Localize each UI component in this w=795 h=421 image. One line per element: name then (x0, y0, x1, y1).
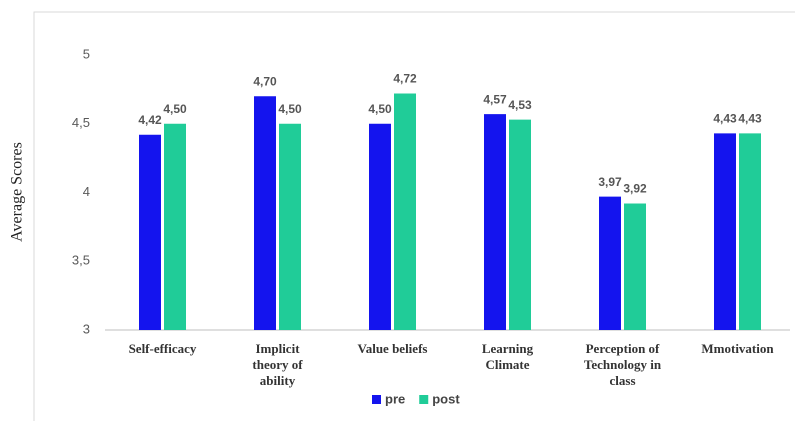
value-label: 4,57 (483, 92, 507, 106)
legend-swatch (419, 395, 429, 404)
value-label: 4,72 (393, 72, 417, 86)
x-tick-label: Perception of Technology in class (584, 341, 662, 388)
value-label: 4,43 (713, 112, 737, 126)
y-tick-label: 5 (83, 46, 90, 61)
bar (509, 119, 531, 330)
value-label: 4,50 (368, 102, 392, 116)
x-tick-label: Value beliefs (358, 341, 428, 356)
legend-label: post (432, 391, 460, 406)
x-tick-label: Learning Climate (482, 341, 534, 372)
y-tick-label: 3,5 (72, 253, 90, 268)
bar (599, 196, 621, 330)
bar (714, 133, 736, 330)
x-tick-label: Mmotivation (701, 341, 774, 356)
bar (369, 123, 391, 330)
value-label: 4,50 (163, 102, 187, 116)
bar (279, 123, 301, 330)
legend-swatch (372, 395, 381, 404)
chart-frame (33, 11, 795, 421)
bar (139, 134, 161, 330)
value-label: 4,42 (138, 113, 162, 127)
bar (254, 96, 276, 330)
bar (394, 93, 416, 330)
y-tick-label: 4 (83, 184, 90, 199)
bar (164, 123, 186, 330)
value-label: 3,97 (598, 175, 622, 189)
value-label: 3,92 (623, 182, 647, 196)
bar (624, 203, 646, 330)
x-tick-label: Self-efficacy (129, 341, 197, 356)
legend-label: pre (385, 391, 405, 406)
value-label: 4,53 (508, 98, 532, 112)
value-label: 4,70 (253, 74, 277, 88)
bar (739, 133, 761, 330)
y-axis-label: Average Scores (9, 142, 26, 242)
value-label: 4,43 (738, 112, 762, 126)
value-label: 4,50 (278, 102, 302, 116)
bar (484, 114, 506, 330)
x-tick-label: Implicit theory of ability (252, 341, 303, 388)
y-tick-label: 4,5 (72, 115, 90, 130)
y-tick-label: 3 (83, 321, 90, 336)
